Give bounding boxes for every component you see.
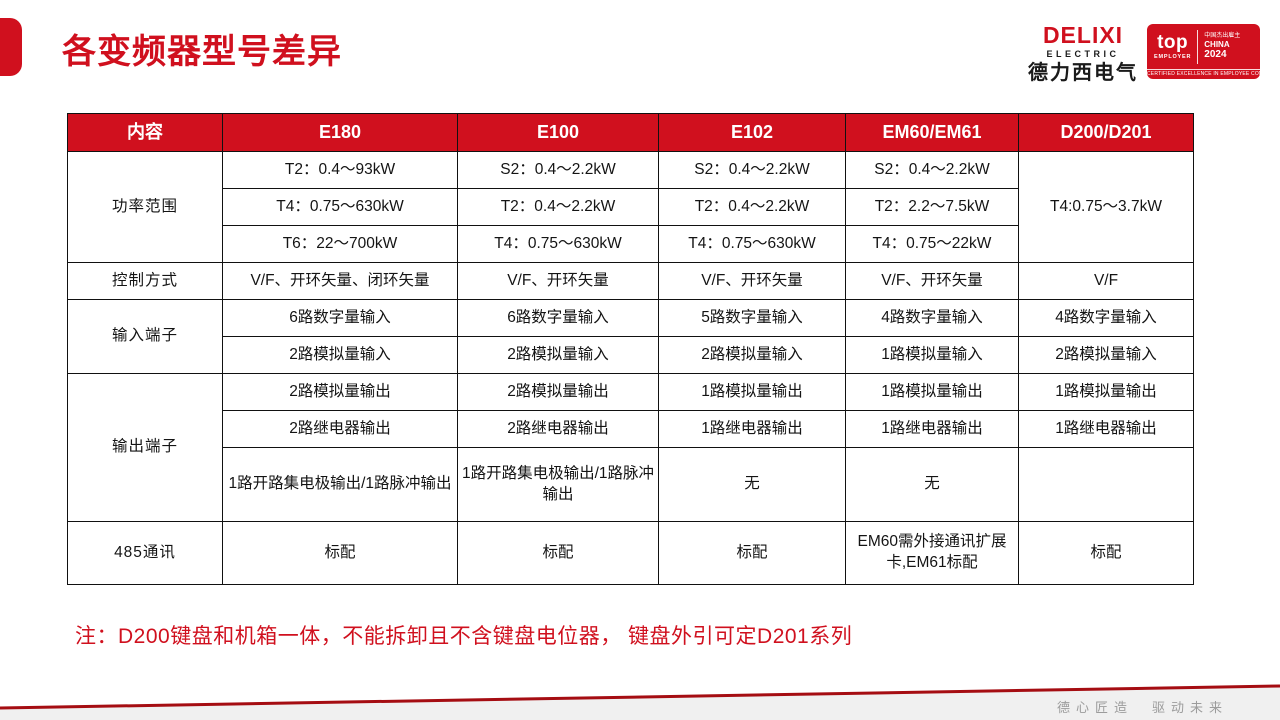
table-cell: T2：2.2～7.5kW: [845, 188, 1019, 226]
footer-slogan: 德心匠造 驱动未来: [1056, 700, 1228, 715]
table-row: 485通讯 标配 标配 标配 EM60需外接通讯扩展卡,EM61标配 标配: [67, 521, 1194, 585]
table-cell: T4：0.75～630kW: [658, 225, 846, 263]
header-cell-e100: E100: [457, 113, 659, 152]
header-cell-d200: D200/D201: [1018, 113, 1194, 152]
header-cell-content: 内容: [67, 113, 223, 152]
table-cell: 5路数字量输入: [658, 299, 846, 337]
table-cell: 2路继电器输出: [222, 410, 458, 448]
row-label-power: 功率范围: [67, 151, 223, 263]
table-cell: V/F、开环矢量: [658, 262, 846, 300]
delixi-wordmark: DELIXI: [1042, 22, 1124, 48]
table-cell: EM60需外接通讯扩展卡,EM61标配: [845, 521, 1019, 585]
table-row: 2路模拟量输入 2路模拟量输入 2路模拟量输入 1路模拟量输入 2路模拟量输入: [68, 336, 1194, 374]
table-cell: 6路数字量输入: [222, 299, 458, 337]
badge-year-label: 2024: [1204, 49, 1227, 61]
table-cell: 6路数字量输入: [457, 299, 659, 337]
table-cell: V/F、开环矢量、闭环矢量: [222, 262, 458, 300]
table-cell: 2路继电器输出: [457, 410, 659, 448]
badge-country-block: 中国杰出雇主 CHINA 2024: [1198, 33, 1240, 61]
table-cell: T2：0.4～93kW: [222, 151, 458, 189]
badge-tagline: CERTIFIED EXCELLENCE IN EMPLOYEE CONDITI…: [1147, 68, 1260, 80]
table-cell: 标配: [1018, 521, 1194, 585]
delixi-electric-label: ELECTRIC: [1046, 49, 1120, 59]
top-employer-logo: top EMPLOYER: [1154, 31, 1197, 60]
table-cell: 2路模拟量输入: [1018, 336, 1194, 374]
table-cell: 无: [658, 447, 846, 522]
table-cell: 1路继电器输出: [658, 410, 846, 448]
table-cell: T6：22～700kW: [222, 225, 458, 263]
table-cell: 1路模拟量输出: [845, 373, 1019, 411]
table-cell: T4：0.75～630kW: [222, 188, 458, 226]
table-cell: V/F、开环矢量: [845, 262, 1019, 300]
table-cell: 标配: [457, 521, 659, 585]
table-cell: 1路开路集电极输出/1路脉冲输出: [457, 447, 659, 522]
table-cell: 1路继电器输出: [845, 410, 1019, 448]
table-cell: T4：0.75～22kW: [845, 225, 1019, 263]
footnote: 注：D200键盘和机箱一体，不能拆卸且不含键盘电位器， 键盘外引可定D201系列: [75, 625, 853, 648]
table-cell: 2路模拟量输入: [457, 336, 659, 374]
table-cell: V/F、开环矢量: [457, 262, 659, 300]
row-label-comm: 485通讯: [67, 521, 223, 585]
top-employer-badge: top EMPLOYER 中国杰出雇主 CHINA 2024 CERTIFIED…: [1147, 24, 1260, 79]
header-cell-e102: E102: [658, 113, 846, 152]
badge-cn-label: 中国杰出雇主: [1204, 32, 1241, 39]
page-title: 各变频器型号差异: [62, 33, 342, 71]
table-row: 1路开路集电极输出/1路脉冲输出 1路开路集电极输出/1路脉冲输出 无 无: [68, 447, 1194, 522]
table-cell: 1路继电器输出: [1018, 410, 1194, 448]
table-row: 控制方式 V/F、开环矢量、闭环矢量 V/F、开环矢量 V/F、开环矢量 V/F…: [67, 262, 1194, 300]
table-cell: T2：0.4～2.2kW: [658, 188, 846, 226]
table-cell: S2：0.4～2.2kW: [658, 151, 846, 189]
delixi-chinese-name: 德力西电气: [1028, 62, 1138, 84]
table-cell: 1路模拟量输出: [1018, 373, 1194, 411]
table-row: 功率范围 T2：0.4～93kW S2：0.4～2.2kW S2：0.4～2.2…: [67, 151, 1194, 263]
table-cell: 4路数字量输入: [1018, 299, 1194, 337]
table-row: 2路继电器输出 2路继电器输出 1路继电器输出 1路继电器输出 1路继电器输出: [68, 410, 1194, 448]
table-cell: 2路模拟量输入: [658, 336, 846, 374]
table-cell: 1路开路集电极输出/1路脉冲输出: [222, 447, 458, 522]
table-row: T6：22～700kW T4：0.75～630kW T4：0.75～630kW …: [68, 225, 1194, 263]
table-cell: 标配: [658, 521, 846, 585]
header-cell-em60: EM60/EM61: [845, 113, 1019, 152]
badge-divider: [1197, 30, 1199, 64]
comparison-table: 内容 E180 E100 E102 EM60/EM61 D200/D201 功率…: [67, 113, 1194, 585]
table-cell: 标配: [222, 521, 458, 585]
table-row: 输入端子 6路数字量输入 6路数字量输入 5路数字量输入 4路数字量输入 4路数…: [67, 299, 1194, 374]
title-accent-bar: [0, 18, 22, 76]
delixi-logo: DELIXI ELECTRIC 德力西电气: [1028, 22, 1138, 84]
table-cell: V/F: [1018, 262, 1194, 300]
header-row: 内容 E180 E100 E102 EM60/EM61 D200/D201: [67, 113, 1194, 152]
table-row: 输出端子 2路模拟量输出 2路模拟量输出 1路模拟量输出 1路模拟量输出 1路模…: [67, 373, 1194, 522]
row-label-control: 控制方式: [67, 262, 223, 300]
table-cell: [1018, 447, 1194, 522]
badge-word: top: [1157, 31, 1189, 53]
table-cell: T4：0.75～630kW: [457, 225, 659, 263]
row-label-input: 输入端子: [67, 299, 223, 374]
table-cell: S2：0.4～2.2kW: [845, 151, 1019, 189]
badge-main: top EMPLOYER 中国杰出雇主 CHINA 2024: [1147, 24, 1260, 69]
table-cell: 2路模拟量输入: [222, 336, 458, 374]
table-cell: T2：0.4～2.2kW: [457, 188, 659, 226]
table-row: T4：0.75～630kW T2：0.4～2.2kW T2：0.4～2.2kW …: [68, 188, 1194, 226]
badge-employer-label: EMPLOYER: [1154, 53, 1192, 60]
table-cell: T4:0.75～3.7kW: [1018, 151, 1194, 263]
table-cell: 无: [845, 447, 1019, 522]
table-cell: 2路模拟量输出: [222, 373, 458, 411]
row-label-output: 输出端子: [67, 373, 223, 522]
footer-swoosh: [0, 684, 1280, 720]
table-cell: 1路模拟量输入: [845, 336, 1019, 374]
logo-area: DELIXI ELECTRIC 德力西电气 top EMPLOYER 中国杰出雇…: [1028, 24, 1260, 83]
table-cell: 2路模拟量输出: [457, 373, 659, 411]
table-cell: 4路数字量输入: [845, 299, 1019, 337]
table-cell: S2：0.4～2.2kW: [457, 151, 659, 189]
badge-country-label: CHINA: [1204, 39, 1230, 49]
table-cell: 1路模拟量输出: [658, 373, 846, 411]
header-cell-e180: E180: [222, 113, 458, 152]
